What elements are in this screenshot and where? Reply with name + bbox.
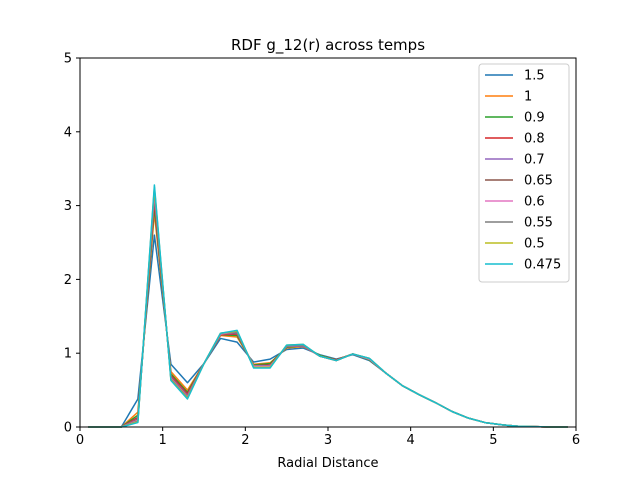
y-tick-label: 4 xyxy=(64,125,72,140)
legend-label-0: 1.5 xyxy=(524,69,545,84)
series-line-9 xyxy=(88,184,568,428)
x-tick-label: 0 xyxy=(76,433,84,448)
y-tick-label: 2 xyxy=(64,273,72,288)
x-tick-label: 5 xyxy=(489,433,497,448)
y-tick-label: 5 xyxy=(64,52,72,67)
legend-label-4: 0.7 xyxy=(524,153,545,168)
legend-label-9: 0.475 xyxy=(524,258,561,273)
x-tick-label: 4 xyxy=(407,433,415,448)
legend-label-8: 0.5 xyxy=(524,237,545,252)
legend-label-6: 0.6 xyxy=(524,195,545,210)
legend-box xyxy=(478,63,570,283)
y-axis: 0 1 2 3 4 5 xyxy=(64,52,80,436)
legend-label-1: 1 xyxy=(524,90,532,105)
series-layer xyxy=(88,184,568,428)
chart-title: RDF g_12(r) across temps xyxy=(231,36,425,55)
y-tick-label: 3 xyxy=(64,199,72,214)
x-tick-label: 6 xyxy=(572,433,580,448)
x-axis-label: Radial Distance xyxy=(277,456,378,471)
legend-label-7: 0.55 xyxy=(524,216,553,231)
y-tick-label: 0 xyxy=(64,421,72,436)
legend-label-5: 0.65 xyxy=(524,174,553,189)
x-axis: 0 1 2 3 4 5 6 xyxy=(76,427,580,448)
x-tick-label: 2 xyxy=(241,433,249,448)
x-tick-label: 1 xyxy=(159,433,167,448)
legend-label-3: 0.8 xyxy=(524,132,545,147)
legend: 1.5 1 0.9 0.8 0.7 0.65 0.6 0.55 0.5 0.475 xyxy=(478,63,570,283)
legend-label-2: 0.9 xyxy=(524,111,545,126)
x-tick-label: 3 xyxy=(324,433,332,448)
y-tick-label: 1 xyxy=(64,347,72,362)
